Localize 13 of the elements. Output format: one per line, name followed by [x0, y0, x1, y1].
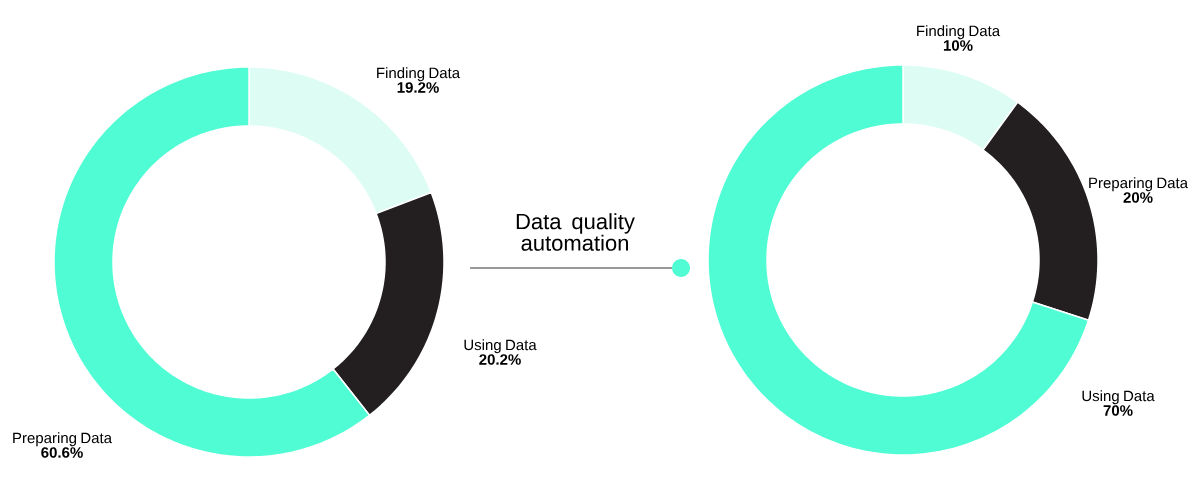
- slice-label: Using Data: [464, 339, 537, 354]
- slice-label: Finding Data: [917, 25, 1001, 40]
- data-label: 60.6%: [41, 447, 83, 458]
- slice-label: Preparing Data: [1089, 177, 1189, 192]
- slice-label: Using Data: [1082, 390, 1155, 405]
- slice-label: Preparing Data: [13, 432, 113, 447]
- text: Data quality automation: [516, 213, 635, 251]
- data-label: 10%: [943, 40, 973, 51]
- data-label: 19.2%: [397, 82, 439, 93]
- data-label: 20.2%: [479, 354, 521, 365]
- slice-label: Finding Data: [377, 67, 461, 82]
- data-label: 70%: [1103, 405, 1133, 416]
- data-label: 20%: [1123, 192, 1153, 203]
